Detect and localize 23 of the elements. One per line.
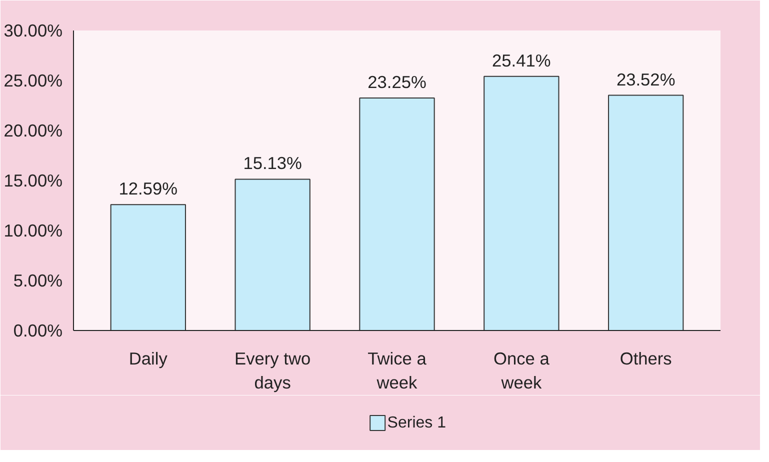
x-tick-label: Twice a week <box>368 348 427 392</box>
x-tick-label: Daily <box>128 348 168 368</box>
data-label: 12.59% <box>118 178 178 199</box>
bar <box>608 94 684 330</box>
bar <box>359 98 435 330</box>
x-tick-label: Others <box>620 348 672 368</box>
data-label: 25.41% <box>492 50 551 70</box>
y-tick-label: 20.00% <box>4 120 63 140</box>
data-label: 15.13% <box>243 153 302 174</box>
y-tick-label: 25.00% <box>4 70 63 90</box>
y-tick-label: 5.00% <box>13 270 63 290</box>
data-label: 23.25% <box>368 72 426 92</box>
legend-label: Series 1 <box>387 414 446 432</box>
y-tick-label: 15.00% <box>4 170 63 190</box>
x-tick-label: Every two days <box>234 348 311 392</box>
y-tick-label: 30.00% <box>4 20 63 40</box>
bar <box>110 204 186 330</box>
data-label: 23.52% <box>616 69 676 90</box>
x-tick-label: Once a week <box>493 348 550 392</box>
y-tick-label: 10.00% <box>4 220 63 240</box>
y-tick-label: 0.00% <box>13 320 63 340</box>
bar <box>484 76 560 330</box>
bar <box>234 178 310 330</box>
